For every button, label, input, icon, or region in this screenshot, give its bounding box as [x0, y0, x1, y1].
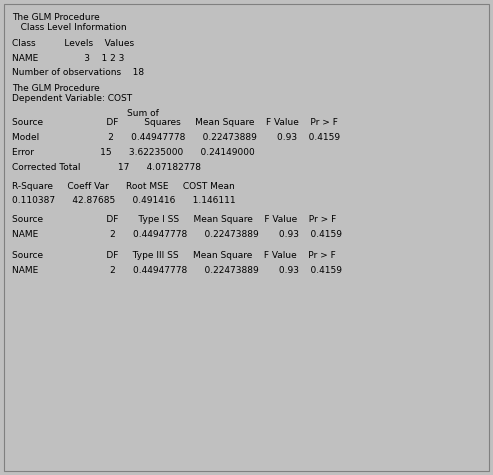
Text: R-Square     Coeff Var      Root MSE     COST Mean: R-Square Coeff Var Root MSE COST Mean — [12, 182, 235, 190]
Text: NAME                3    1 2 3: NAME 3 1 2 3 — [12, 54, 125, 63]
Text: Model                        2      0.44947778      0.22473889       0.93    0.4: Model 2 0.44947778 0.22473889 0.93 0.4 — [12, 133, 341, 142]
Text: Sum of: Sum of — [12, 109, 159, 117]
Text: Class          Levels    Values: Class Levels Values — [12, 39, 135, 48]
Text: Class Level Information: Class Level Information — [12, 23, 127, 32]
Text: Source                      DF       Type I SS     Mean Square    F Value    Pr : Source DF Type I SS Mean Square F Value … — [12, 216, 337, 224]
Text: Source                      DF         Squares     Mean Square    F Value    Pr : Source DF Squares Mean Square F Value Pr — [12, 118, 338, 127]
Text: Number of observations    18: Number of observations 18 — [12, 68, 144, 77]
Text: 0.110387      42.87685      0.491416      1.146111: 0.110387 42.87685 0.491416 1.146111 — [12, 197, 236, 205]
Text: Error                       15      3.62235000      0.24149000: Error 15 3.62235000 0.24149000 — [12, 148, 255, 157]
Text: NAME                         2      0.44947778      0.22473889       0.93    0.4: NAME 2 0.44947778 0.22473889 0.93 0.4 — [12, 230, 342, 239]
Text: The GLM Procedure: The GLM Procedure — [12, 85, 100, 93]
Text: Corrected Total             17      4.07182778: Corrected Total 17 4.07182778 — [12, 163, 201, 171]
FancyBboxPatch shape — [4, 4, 489, 471]
Text: The GLM Procedure: The GLM Procedure — [12, 13, 100, 22]
Text: Source                      DF     Type III SS     Mean Square    F Value    Pr : Source DF Type III SS Mean Square F Valu… — [12, 251, 336, 260]
Text: NAME                         2      0.44947778      0.22473889       0.93    0.4: NAME 2 0.44947778 0.22473889 0.93 0.4 — [12, 266, 342, 275]
Text: Dependent Variable: COST: Dependent Variable: COST — [12, 94, 133, 103]
